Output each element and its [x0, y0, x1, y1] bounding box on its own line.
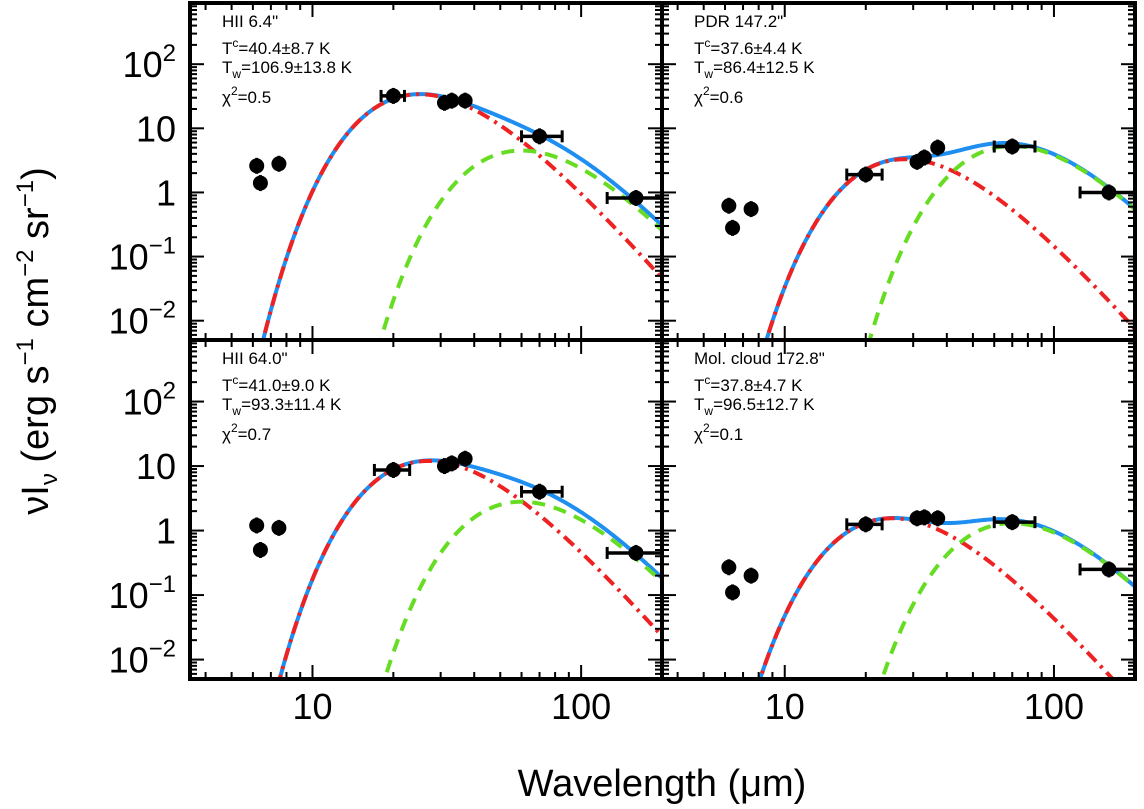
data-point — [379, 87, 406, 104]
data-point — [725, 584, 741, 601]
y-tick-label: 10 — [136, 446, 176, 487]
chi-squared: χ2=0.1 — [694, 421, 743, 444]
panel-title: HII 64.0" — [222, 349, 288, 368]
warm-temperature: Tw=106.9±13.8 K — [222, 58, 353, 81]
data-point — [271, 519, 287, 536]
data-point — [743, 567, 759, 584]
data-point — [252, 541, 268, 558]
panel-title: HII 6.4" — [222, 12, 278, 31]
y-axis-label: νIν (erg s−1 cm−2 sr−1) — [12, 167, 63, 514]
warm-temperature: Tw=86.4±12.5 K — [694, 58, 815, 81]
data-point — [916, 509, 932, 526]
data-point — [845, 516, 884, 533]
data-point — [721, 197, 737, 214]
total-fit-curve — [277, 458, 662, 679]
y-tick-label: 10−2 — [109, 297, 176, 342]
data-point — [721, 559, 737, 576]
warm-temperature: Tw=93.3±11.4 K — [222, 395, 342, 418]
panel-frame — [660, 338, 1137, 681]
data-point — [372, 461, 412, 478]
data-point — [444, 455, 460, 472]
x-axis-label: Wavelength (μm) — [518, 763, 807, 805]
data-point — [444, 92, 460, 109]
y-tick-labels: 10−2 10−1 1 10 102 10−2 10−1 1 10 102 — [109, 40, 176, 680]
data-point — [725, 219, 741, 236]
data-point — [520, 483, 564, 500]
data-point — [252, 175, 268, 192]
x-tick-labels: 10 100 10 100 — [292, 686, 1084, 727]
cold-component-curve — [764, 157, 1135, 340]
warm-component-curve — [382, 499, 662, 679]
y-tick-label: 10−1 — [109, 571, 176, 616]
data-point — [930, 510, 946, 527]
panel-frames — [188, 1, 1137, 681]
chi-squared: χ2=0.5 — [222, 84, 271, 107]
chi-squared: χ2=0.6 — [694, 84, 743, 107]
data-point — [271, 155, 287, 172]
data-point — [992, 138, 1037, 155]
panel-title: PDR 147.2" — [694, 12, 783, 31]
data-point — [743, 201, 759, 218]
data-point — [249, 157, 265, 174]
data-point — [605, 189, 664, 206]
data-point — [457, 450, 473, 467]
chi-squared: χ2=0.7 — [222, 421, 271, 444]
warm-component-curve — [378, 148, 662, 340]
y-tick-label: 102 — [123, 378, 176, 423]
warm-component-curve — [867, 144, 1135, 340]
data-point — [457, 92, 473, 109]
cold-component-curve — [757, 516, 1116, 679]
cold-component-curve — [261, 92, 662, 340]
data-point — [916, 149, 932, 166]
cold-component-curve — [277, 458, 662, 679]
data-point — [845, 166, 884, 183]
x-tick-label: 100 — [1024, 686, 1084, 727]
y-tick-label: 10 — [136, 108, 176, 149]
y-tick-label: 10−2 — [109, 636, 176, 681]
x-tick-label: 10 — [292, 686, 332, 727]
y-tick-label: 10−1 — [109, 233, 176, 278]
cold-temperature: Tc=37.6±4.4 K — [694, 36, 803, 58]
warm-temperature: Tw=96.5±12.7 K — [694, 395, 815, 418]
data-point — [992, 514, 1037, 531]
data-point — [605, 544, 664, 561]
y-tick-label: 102 — [123, 40, 176, 85]
data-point — [249, 517, 265, 534]
data-point — [520, 128, 564, 145]
x-tick-label: 10 — [765, 686, 805, 727]
panel-title: Mol. cloud 172.8" — [694, 349, 825, 368]
data-point — [1078, 561, 1137, 578]
cold-temperature: Tc=37.8±4.7 K — [694, 373, 803, 395]
cold-temperature: Tc=40.4±8.7 K — [222, 36, 331, 58]
cold-temperature: Tc=41.0±9.0 K — [222, 373, 331, 395]
data-point — [930, 139, 946, 156]
x-tick-label: 100 — [551, 686, 611, 727]
y-tick-label: 1 — [156, 511, 176, 552]
y-tick-label: 1 — [156, 172, 176, 213]
total-fit-curve — [757, 516, 1135, 679]
